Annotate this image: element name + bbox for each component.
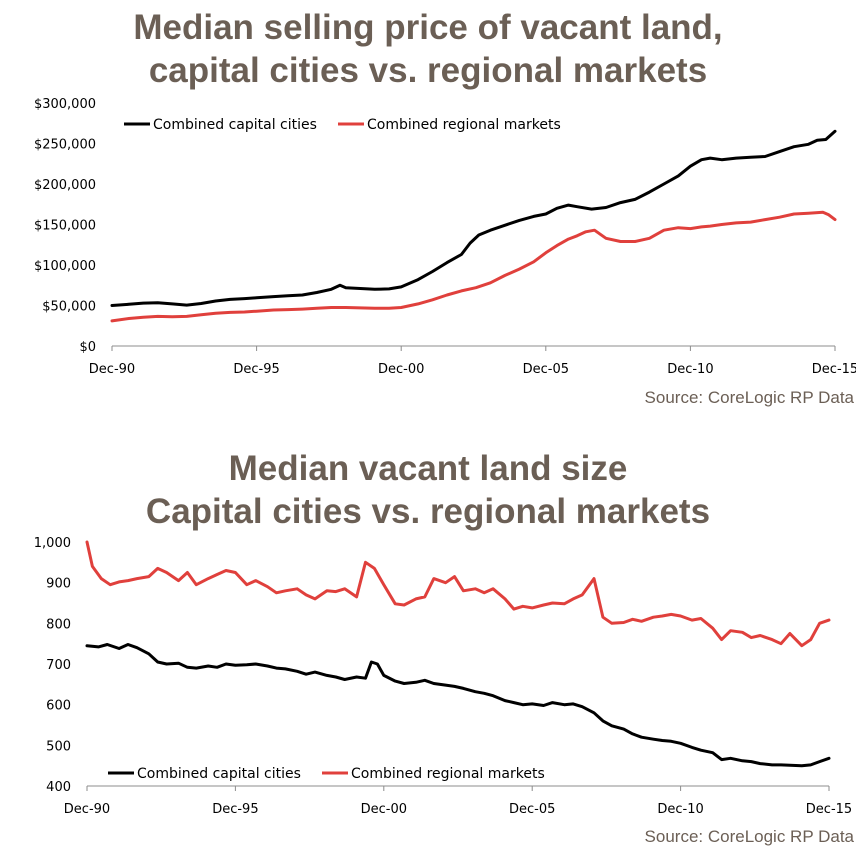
chart1-title-line2: capital cities vs. regional markets <box>148 51 708 90</box>
chart2-x-tick-label: Dec-15 <box>806 802 852 817</box>
chart1-y-tick-label: $300,000 <box>34 97 96 112</box>
chart1-x-tick-label: Dec-95 <box>233 362 279 377</box>
chart2-y-tick-label: 700 <box>46 658 71 673</box>
chart1-y-tick-label: $100,000 <box>34 259 96 274</box>
chart1-series-line-capital-cities <box>110 129 837 307</box>
chart2-x-tick-label: Dec-90 <box>64 802 110 817</box>
chart1-source: Source: CoreLogic RP Data <box>644 388 854 407</box>
chart1-y-tick-label: $0 <box>79 340 96 355</box>
chart2-legend-label: Combined regional markets <box>351 766 545 782</box>
chart2-title: Median vacant land size Capital cities v… <box>0 447 856 533</box>
chart1-y-tick-label: $150,000 <box>34 219 96 234</box>
chart1-legend-label: Combined capital cities <box>153 117 317 133</box>
chart1-title: Median selling price of vacant land, cap… <box>0 6 856 92</box>
chart2-y-tick-label: 1,000 <box>34 536 71 551</box>
chart2-title-line2: Capital cities vs. regional markets <box>145 492 711 531</box>
chart1-x-tick-label: Dec-10 <box>667 362 713 377</box>
chart2-x-tick-label: Dec-05 <box>509 802 555 817</box>
chart1-x-tick-label: Dec-00 <box>378 362 424 377</box>
chart1-title-line1: Median selling price of vacant land, <box>133 8 723 47</box>
chart2-series-line-capital-cities <box>85 643 831 768</box>
chart1-x-tick-label: Dec-05 <box>523 362 569 377</box>
chart1-legend-label: Combined regional markets <box>367 117 561 133</box>
chart2-y-tick-label: 500 <box>46 739 71 754</box>
chart2-source: Source: CoreLogic RP Data <box>644 827 854 846</box>
chart1-x-tick-label: Dec-15 <box>812 362 856 377</box>
chart1-x-tick-label: Dec-90 <box>89 362 135 377</box>
chart2-legend-label: Combined capital cities <box>137 766 301 782</box>
chart2-series-line-regional-markets <box>85 540 831 648</box>
chart2-x-tick-label: Dec-00 <box>361 802 407 817</box>
chart2-y-tick-label: 400 <box>46 780 71 795</box>
chart2-x-tick-label: Dec-10 <box>657 802 703 817</box>
chart1-series-line-regional-markets <box>110 210 837 323</box>
chart2-title-line1: Median vacant land size <box>228 449 628 488</box>
chart1-y-tick-label: $50,000 <box>42 300 96 315</box>
chart1-y-tick-label: $200,000 <box>34 178 96 193</box>
chart2-y-tick-label: 600 <box>46 699 71 714</box>
chart2-y-tick-label: 800 <box>46 617 71 632</box>
chart1-y-tick-label: $250,000 <box>34 138 96 153</box>
chart2-y-tick-label: 900 <box>46 577 71 592</box>
chart2-x-tick-label: Dec-95 <box>212 802 258 817</box>
